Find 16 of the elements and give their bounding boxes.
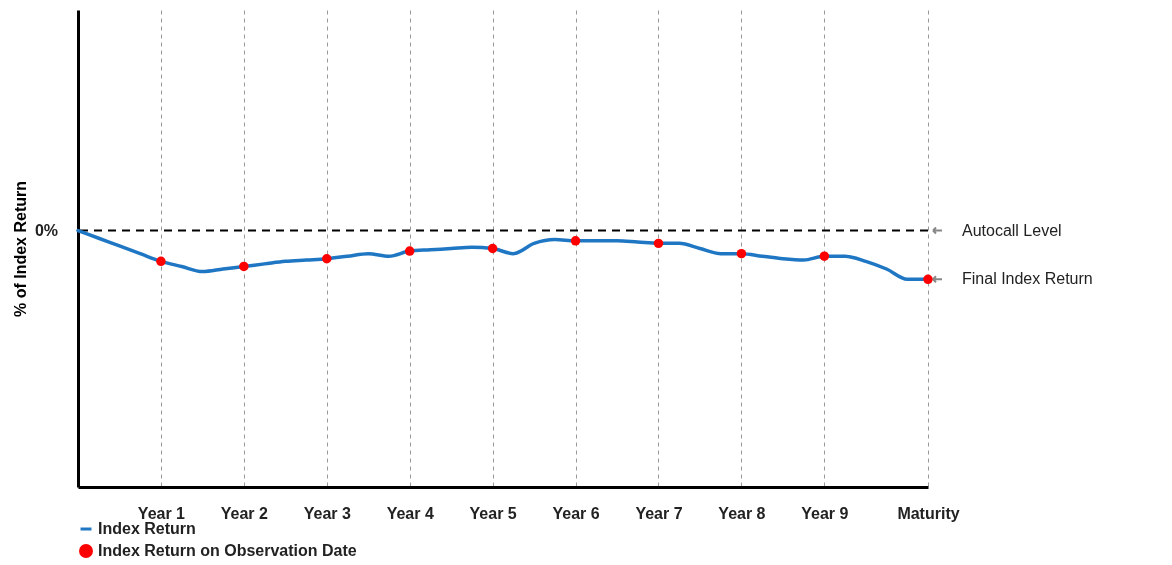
x-tick-label: Year 3 — [303, 504, 351, 522]
x-tick-label: Maturity — [897, 504, 960, 522]
y-axis-title: % of Index Return — [11, 180, 29, 318]
x-tick-label: Year 1 — [137, 504, 186, 522]
x-tick-label: Year 7 — [635, 504, 683, 522]
x-tick-label: Year 6 — [552, 504, 600, 522]
x-tick-label: Year 9 — [801, 504, 849, 522]
text: 0% — [34, 221, 58, 239]
x-tick-label: Year 4 — [386, 504, 434, 522]
ref-line-label: Autocall Level — [962, 221, 1062, 239]
x-tick-label: Year 2 — [220, 504, 269, 522]
legend-label: Index Return — [98, 520, 196, 537]
x-tick-label: Year 8 — [718, 504, 766, 522]
legend-label: Index Return on Observation Date — [98, 542, 357, 559]
x-tick-label: Year 5 — [469, 504, 517, 522]
text: Final Index Return — [962, 270, 1093, 288]
